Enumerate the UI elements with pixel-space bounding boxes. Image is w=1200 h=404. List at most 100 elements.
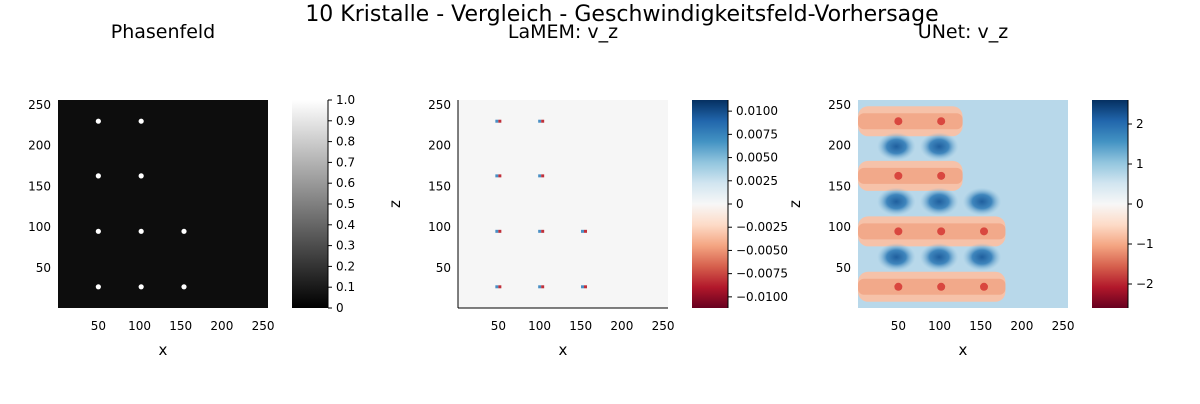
colorbar-tick-label: 0.0025 [736,174,778,188]
colorbar-tick-label: 0.6 [336,176,355,190]
colorbar-tick-label: 0.9 [336,114,355,128]
colorbar-tick-label: −1 [1136,237,1154,251]
crystal-core [980,227,988,236]
negative-band-core [858,278,1006,295]
x-tick-label: 100 [528,319,551,333]
crystal-marker [95,284,101,290]
positive-lobe [962,187,1002,216]
y-tick-label: 200 [828,139,851,153]
colorbar-tick-label: −0.0050 [736,243,788,257]
y-tick-label: 150 [828,179,851,193]
colorbar [292,100,328,308]
negative-band-core [858,113,963,130]
crystal-core [937,171,946,180]
colorbar-tick-label: 0.0100 [736,104,778,118]
colorbar-tick-label: 0 [1136,197,1144,211]
y-axis-label: z [786,200,804,208]
crystal-vz-positive [538,174,542,178]
crystal-vz-positive [495,174,499,178]
colorbar-ticks: 2 1 0 −1 −2 [1127,100,1154,308]
x-axis-label: x [959,341,968,359]
crystal-vz-positive [538,229,542,233]
y-axis-label: z [386,200,404,208]
crystal-marker [95,118,101,124]
crystal-vz-negative [541,285,545,289]
positive-lobe [877,243,916,272]
x-tick-label: 50 [891,319,906,333]
crystal-vz-negative [584,229,587,233]
y-tick-label: 100 [828,220,851,234]
x-tick-label: 250 [1052,319,1075,333]
colorbar-tick-label: 0 [336,301,344,315]
y-tick-label: 50 [836,261,851,275]
positive-lobe [919,132,959,161]
panel-title: Phasenfeld [111,21,216,43]
crystal-vz-negative [541,229,545,233]
negative-band-core [858,223,1006,240]
x-tick-label: 100 [128,319,151,333]
colorbar [692,100,728,308]
crystal-vz-positive [495,119,499,123]
y-tick-label: 150 [428,179,451,193]
colorbar-tick-label: 0.5 [336,197,355,211]
crystal-core [937,227,946,236]
crystal-markers [95,118,187,290]
x-axis-label: x [159,341,168,359]
figure-title: 10 Kristalle - Vergleich - Geschwindigke… [305,2,938,27]
axes: 50 100 150 200 250 50 100 150 200 250 [28,98,274,333]
x-tick-label: 200 [1010,319,1033,333]
colorbar-tick-label: 0.0075 [736,127,778,141]
positive-lobe [919,243,959,272]
crystal-vz-positive [495,285,499,289]
colorbar-ticks: 0 0.1 0.2 0.3 0.4 0.5 0.6 0.7 0.8 0.9 1.0 [327,93,355,315]
colorbar-tick-label: 1.0 [336,93,355,107]
crystal-marker [138,173,144,179]
crystal-marker [138,118,144,124]
y-tick-label: 200 [428,139,451,153]
crystal-vz-positive [538,285,542,289]
predicted-field [858,106,1006,302]
crystal-vz-negative [498,174,502,178]
crystal-vz-negative [498,119,502,123]
crystal-markers [495,119,587,289]
colorbar-tick-label: 0 [736,197,744,211]
colorbar-tick-label: 0.1 [336,280,355,294]
crystal-vz-positive [581,229,584,233]
colorbar-tick-label: −0.0075 [736,267,788,281]
colorbar-tick-label: −0.0025 [736,220,788,234]
colorbar-tick-label: 0.2 [336,259,355,273]
panel-lamem-vz: LaMEM: v_z 50 100 150 200 25050100150200250 … [386,21,788,359]
colorbar-tick-label: −2 [1136,277,1154,291]
crystal-vz-negative [584,285,587,289]
y-tick-label: 50 [36,261,51,275]
x-axis-label: x [559,341,568,359]
crystal-core [937,117,946,126]
crystal-vz-positive [538,119,542,123]
y-tick-label: 150 [28,179,51,193]
crystal-vz-positive [495,229,499,233]
x-tick-label: 50 [91,319,106,333]
panel-unet-vz: UNet: v_z 50 100 150 200 250 50 100 150 200 250 x… [786,21,1154,359]
panel-title: LaMEM: v_z [508,21,618,43]
negative-band-core [858,167,963,184]
x-tick-label: 200 [210,319,233,333]
crystal-vz-positive [581,285,584,289]
x-tick-label: 200 [610,319,633,333]
heatmap-background [458,100,668,308]
colorbar [1092,100,1128,308]
crystal-marker [138,284,144,290]
colorbar-tick-label: −0.0100 [736,290,788,304]
heatmap-background [58,100,268,308]
crystal-vz-negative [541,119,545,123]
x-tick-label: 250 [652,319,675,333]
crystal-marker [181,228,187,234]
crystal-vz-negative [541,174,545,178]
positive-lobe [877,132,916,161]
crystal-marker [95,228,101,234]
crystal-marker [181,284,187,290]
colorbar-tick-label: 0.3 [336,239,355,253]
y-tick-label: 250 [828,98,851,112]
crystal-marker [138,228,144,234]
colorbar-tick-label: 0.7 [336,155,355,169]
crystal-vz-negative [498,285,502,289]
